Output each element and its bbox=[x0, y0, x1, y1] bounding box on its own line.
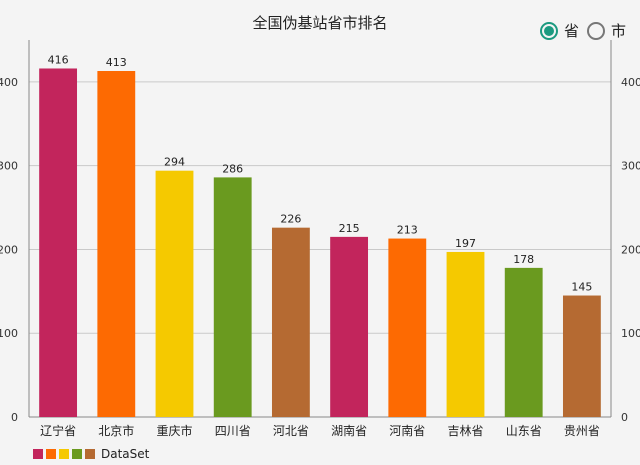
bar bbox=[213, 177, 252, 417]
x-tick-label: 山东省 bbox=[506, 424, 542, 438]
chart-title: 全国伪基站省市排名 bbox=[252, 14, 388, 32]
bar-value-label: 226 bbox=[280, 213, 301, 226]
province-city-toggle: 省 市 bbox=[532, 20, 626, 41]
bar-value-label: 145 bbox=[571, 281, 592, 294]
bar bbox=[562, 295, 601, 417]
y-tick-label-left: 0 bbox=[11, 411, 18, 424]
y-tick-label-right: 0 bbox=[621, 411, 628, 424]
x-tick-label: 河南省 bbox=[389, 423, 425, 438]
bar bbox=[97, 70, 136, 418]
y-tick-label-left: 100 bbox=[0, 327, 18, 340]
bar-value-label: 178 bbox=[513, 253, 534, 266]
radio-province[interactable]: 省 bbox=[539, 20, 579, 41]
bar-value-label: 197 bbox=[455, 237, 476, 250]
radio-province-label: 省 bbox=[563, 22, 579, 40]
x-tick-label: 重庆市 bbox=[156, 423, 192, 438]
legend-swatches bbox=[33, 449, 98, 459]
bar-value-label: 213 bbox=[397, 224, 418, 237]
legend-swatch bbox=[85, 449, 95, 459]
bar-value-label: 413 bbox=[106, 56, 127, 69]
x-tick-label: 北京市 bbox=[98, 423, 134, 438]
radio-province-circle[interactable] bbox=[539, 21, 558, 40]
legend-label: DataSet bbox=[101, 447, 150, 461]
x-tick-label: 河北省 bbox=[273, 424, 309, 438]
x-tick-label: 贵州省 bbox=[564, 424, 600, 438]
y-tick-label-left: 300 bbox=[0, 160, 18, 173]
x-tick-label: 湖南省 bbox=[331, 423, 367, 438]
y-tick-label-right: 300 bbox=[621, 160, 640, 173]
y-tick-label-right: 200 bbox=[621, 243, 640, 256]
bar bbox=[39, 68, 78, 418]
bar-value-label: 294 bbox=[164, 156, 185, 169]
legend-swatch bbox=[46, 449, 56, 459]
bar-value-label: 286 bbox=[222, 162, 243, 175]
bar bbox=[271, 227, 310, 417]
radio-city-circle[interactable] bbox=[586, 21, 605, 40]
bar bbox=[388, 238, 427, 417]
legend-swatch bbox=[72, 449, 82, 459]
radio-selected-dot bbox=[543, 25, 554, 36]
y-tick-label-left: 200 bbox=[0, 243, 18, 256]
bar bbox=[330, 236, 369, 417]
y-tick-label-right: 100 bbox=[621, 327, 640, 340]
radio-city-label: 市 bbox=[610, 22, 626, 40]
bar bbox=[504, 267, 543, 417]
bar bbox=[446, 251, 485, 417]
bar-value-label: 215 bbox=[339, 222, 360, 235]
legend: DataSet bbox=[33, 447, 149, 461]
x-tick-label: 吉林省 bbox=[447, 424, 483, 438]
bar bbox=[155, 170, 194, 417]
x-tick-label: 四川省 bbox=[215, 424, 251, 438]
radio-city[interactable]: 市 bbox=[586, 20, 626, 41]
y-tick-label-right: 400 bbox=[621, 76, 640, 89]
x-tick-label: 辽宁省 bbox=[40, 423, 76, 438]
y-tick-label-left: 400 bbox=[0, 76, 18, 89]
legend-swatch bbox=[59, 449, 69, 459]
legend-swatch bbox=[33, 449, 43, 459]
bar-value-label: 416 bbox=[48, 53, 69, 66]
